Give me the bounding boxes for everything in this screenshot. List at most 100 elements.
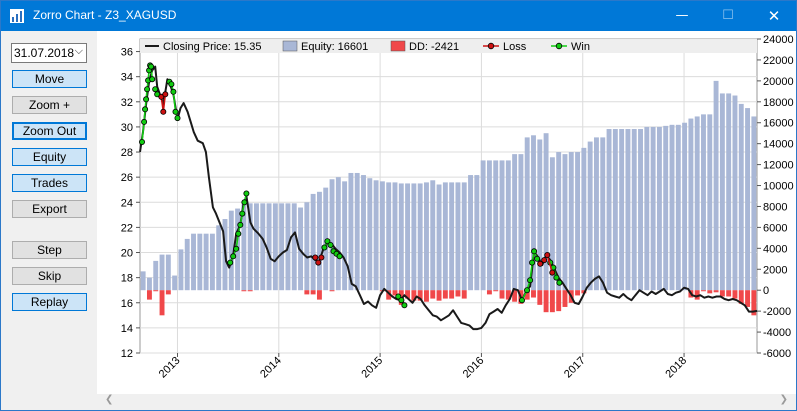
equity-bar: [675, 124, 681, 291]
win-trade-marker: [527, 277, 534, 284]
export-button[interactable]: Export: [12, 200, 87, 218]
equity-bar: [153, 260, 159, 291]
horizontal-scrollbar[interactable]: ❮ ❯: [97, 394, 796, 410]
equity-bar: [480, 160, 486, 291]
win-trade-marker: [556, 279, 563, 286]
equity-bar: [745, 108, 751, 291]
equity-bar: [449, 182, 455, 291]
equity-bar: [405, 183, 411, 291]
equity-bar: [612, 129, 618, 291]
loss-trade-marker: [549, 269, 556, 276]
equity-bar: [228, 210, 234, 291]
equity-bar: [656, 126, 662, 291]
right-tick-label: 8000: [763, 202, 787, 214]
trade-markers: [139, 62, 563, 309]
drawdown-bar: [707, 290, 713, 294]
equity-bar: [493, 160, 499, 291]
right-tick-label: -4000: [763, 327, 791, 339]
win-trade-marker: [227, 259, 234, 266]
legend-loss-label: Loss: [503, 41, 527, 53]
drawdown-bar: [442, 290, 448, 299]
close-icon[interactable]: ✕: [767, 7, 781, 25]
equity-bar: [146, 277, 152, 291]
right-axis-ticks: -6000 -4000 -2000 0 2000 4000 6000 8000 10000 120…: [757, 34, 794, 360]
drawdown-bar: [329, 290, 335, 292]
win-trade-marker: [235, 230, 242, 237]
win-trade-marker: [172, 108, 179, 115]
equity-bar: [203, 233, 209, 291]
equity-bar: [663, 125, 669, 291]
drawdown-bar: [694, 290, 700, 300]
equity-bar: [398, 183, 404, 291]
win-trade-marker: [327, 241, 334, 248]
left-tick-label: 12: [121, 348, 133, 360]
win-trade-marker: [239, 210, 246, 217]
equity-bar: [361, 175, 366, 291]
left-tick-label: 14: [121, 323, 133, 335]
win-trade-marker: [243, 190, 250, 197]
loss-trade-marker: [544, 251, 551, 258]
drawdown-bar: [430, 290, 436, 299]
x-axis-ticks: 2013 2014 2015 2016 2017 2018: [157, 353, 689, 380]
equity-bar: [707, 114, 713, 291]
win-trade-marker: [233, 245, 240, 252]
equity-bar: [719, 93, 725, 291]
equity-bar: [373, 180, 379, 291]
drawdown-bar: [562, 290, 568, 307]
scroll-right-icon[interactable]: ❯: [779, 394, 788, 405]
loss-trade-marker: [315, 259, 322, 266]
loss-trade-marker: [537, 260, 544, 267]
legend-equity-swatch: [282, 40, 298, 52]
win-trade-marker: [531, 248, 538, 255]
equity-bar: [272, 203, 278, 291]
price-equity-chart[interactable]: 12 14 16 18 20 22 24 26 28 30 32 34 36 -6000 -4000 -20…: [97, 31, 796, 394]
right-tick-label: 4000: [763, 243, 787, 255]
equity-bar: [505, 160, 511, 291]
equity-button[interactable]: Equity: [12, 148, 87, 166]
right-tick-label: 6000: [763, 222, 787, 234]
win-trade-marker: [149, 76, 156, 83]
zoom-out-button[interactable]: Zoom Out: [12, 122, 87, 140]
maximize-icon[interactable]: ☐: [722, 8, 734, 23]
drawdown-bar: [531, 290, 536, 298]
left-tick-label: 22: [121, 222, 133, 234]
legend-drawdown-swatch: [390, 40, 406, 52]
drawdown-bar: [524, 290, 530, 300]
left-tick-label: 30: [121, 122, 133, 134]
date-select[interactable]: 31.07.2018 ⌵: [11, 43, 87, 63]
equity-bar: [587, 141, 593, 291]
equity-bar: [279, 203, 285, 291]
equity-bar: [468, 175, 473, 291]
equity-bar: [594, 137, 599, 291]
drawdown-bar: [512, 290, 518, 302]
zoom-in-button[interactable]: Zoom +: [12, 96, 87, 114]
right-tick-label: 2000: [763, 264, 787, 276]
move-button[interactable]: Move: [12, 70, 87, 88]
win-trade-marker: [336, 253, 343, 260]
replay-button[interactable]: Replay: [12, 293, 87, 311]
loss-trade-marker: [160, 108, 167, 115]
closing-price-line: [139, 65, 758, 331]
minimize-icon[interactable]: —: [675, 8, 689, 23]
left-tick-label: 20: [121, 248, 133, 260]
win-trade-marker: [553, 274, 560, 281]
win-trade-marker: [321, 244, 328, 251]
trades-button[interactable]: Trades: [12, 174, 87, 192]
drawdown-bar: [713, 290, 719, 293]
drawdown-bar: [751, 290, 757, 316]
window-title: Zorro Chart - Z3_XAGUSD: [33, 8, 177, 22]
scroll-left-icon[interactable]: ❮: [105, 394, 114, 405]
equity-bar: [631, 129, 637, 291]
equity-bar: [486, 160, 492, 291]
step-button[interactable]: Step: [12, 241, 87, 259]
win-trade-marker: [170, 88, 177, 95]
equity-bar: [342, 181, 348, 291]
equity-bar: [531, 135, 536, 291]
win-trade-marker: [144, 86, 151, 93]
left-tick-label: 26: [121, 172, 133, 184]
equity-bar: [254, 203, 259, 291]
loss-trade-marker: [541, 257, 548, 264]
equity-bar: [625, 129, 631, 291]
title-bar[interactable]: Zorro Chart - Z3_XAGUSD — ☐ ✕: [1, 1, 796, 31]
skip-button[interactable]: Skip: [12, 267, 87, 285]
